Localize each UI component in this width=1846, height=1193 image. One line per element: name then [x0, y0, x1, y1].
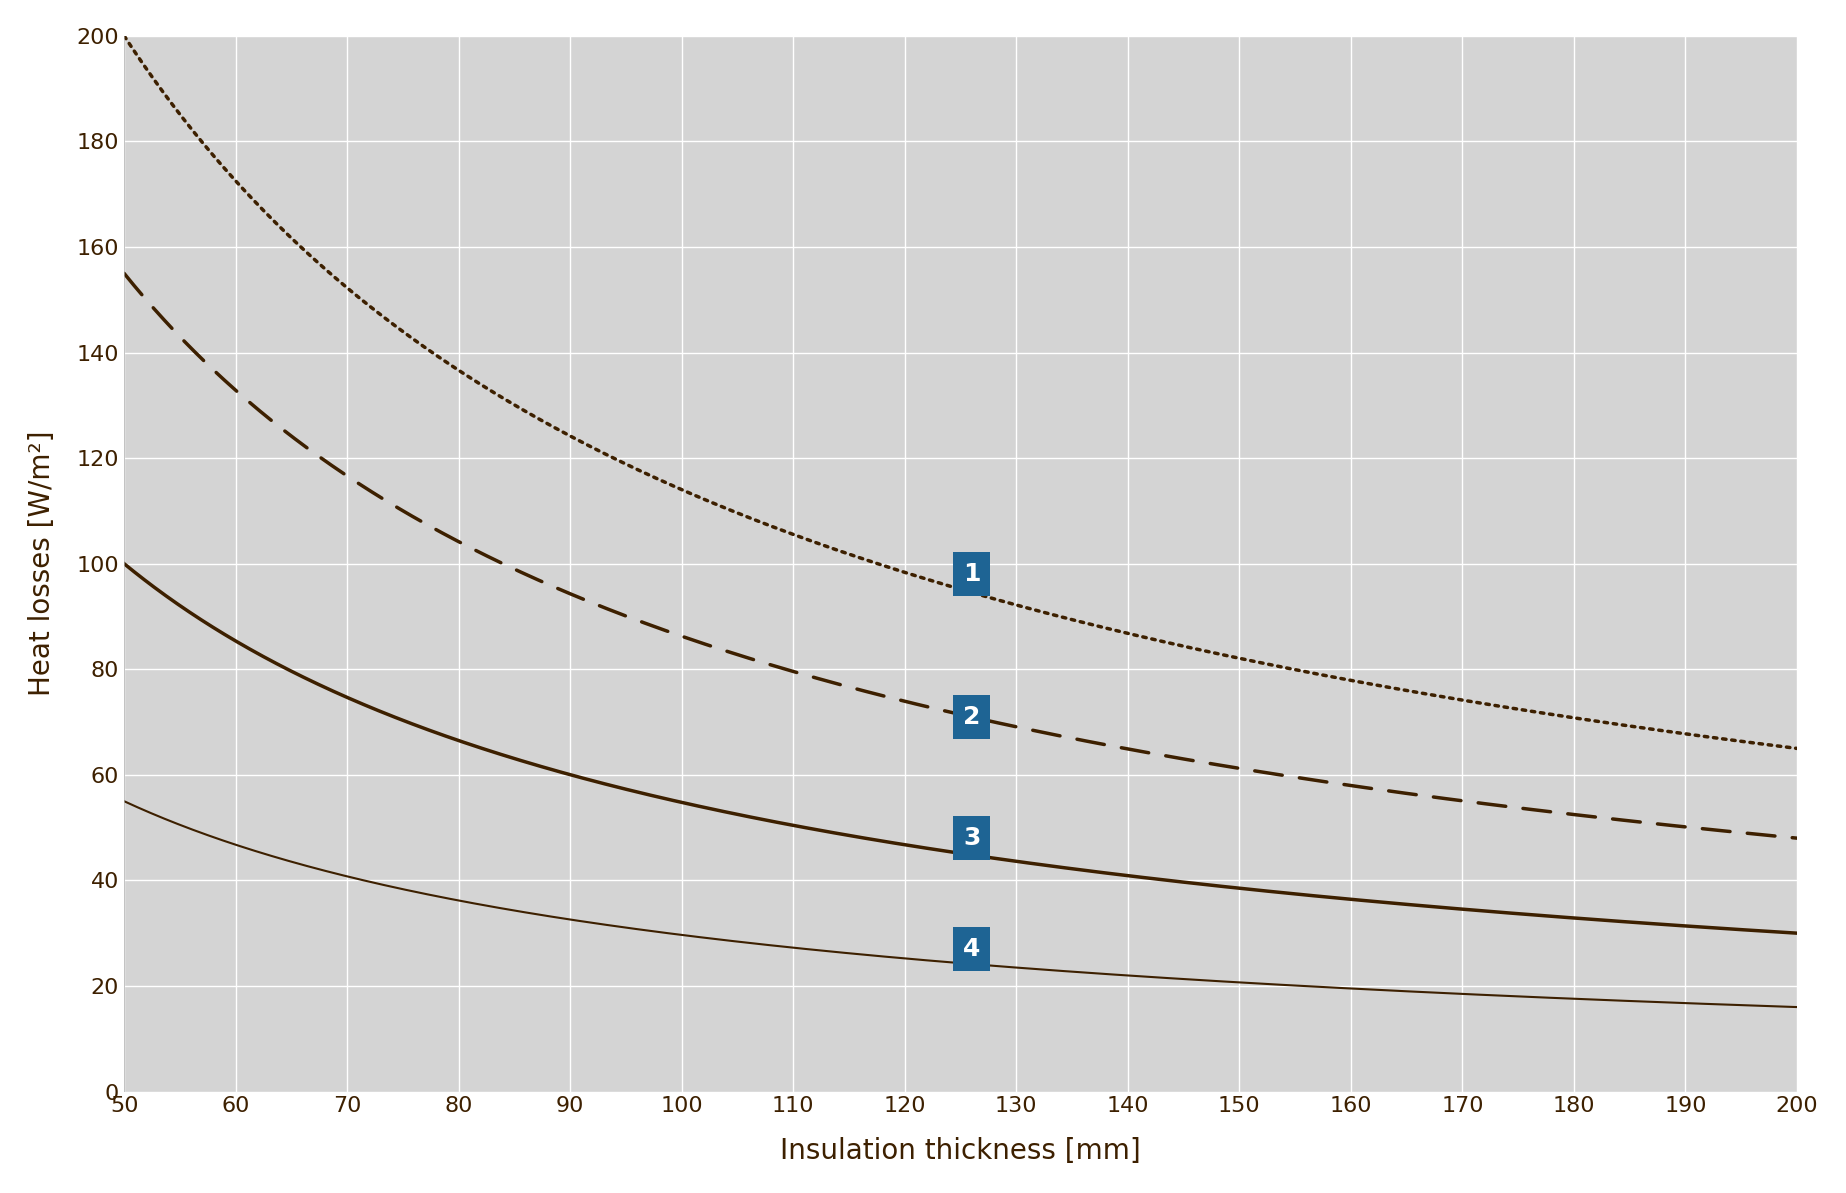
- X-axis label: Insulation thickness [mm]: Insulation thickness [mm]: [781, 1137, 1141, 1166]
- Text: 1: 1: [964, 562, 980, 586]
- Text: 4: 4: [964, 937, 980, 962]
- Y-axis label: Heat losses [W/m²]: Heat losses [W/m²]: [28, 431, 55, 697]
- Text: 2: 2: [964, 705, 980, 729]
- Text: 3: 3: [964, 826, 980, 851]
